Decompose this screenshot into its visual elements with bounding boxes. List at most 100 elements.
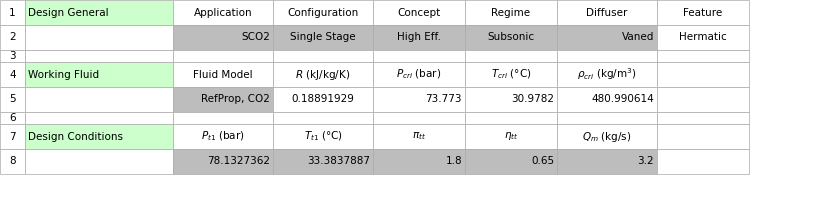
Bar	[465, 112, 557, 124]
Bar	[25, 87, 173, 112]
Text: 2: 2	[9, 32, 16, 42]
Text: 33.3837887: 33.3837887	[307, 156, 370, 166]
Bar	[557, 149, 657, 174]
Bar	[465, 0, 557, 25]
Text: $\rho_{cri}$ (kg/m$^3$): $\rho_{cri}$ (kg/m$^3$)	[577, 67, 637, 82]
Bar	[173, 124, 273, 149]
Bar	[0, 25, 25, 50]
Bar	[273, 0, 373, 25]
Bar	[0, 50, 25, 62]
Text: Subsonic: Subsonic	[488, 32, 534, 42]
Bar	[0, 149, 25, 174]
Text: Hermatic: Hermatic	[679, 32, 727, 42]
Bar	[465, 25, 557, 50]
Text: Application: Application	[194, 8, 252, 18]
Bar	[0, 112, 25, 124]
Text: 6: 6	[9, 113, 16, 123]
Text: 8: 8	[9, 156, 16, 166]
Text: $T_{cri}$ (°C): $T_{cri}$ (°C)	[491, 68, 531, 81]
Text: 3.2: 3.2	[637, 156, 654, 166]
Text: 3: 3	[9, 51, 16, 61]
Bar	[657, 124, 749, 149]
Text: Diffuser: Diffuser	[586, 8, 628, 18]
Text: 1.8: 1.8	[445, 156, 462, 166]
Bar	[465, 87, 557, 112]
Bar	[557, 50, 657, 62]
Text: RefProp, CO2: RefProp, CO2	[201, 94, 270, 104]
Bar	[465, 50, 557, 62]
Bar	[25, 124, 173, 149]
Bar	[557, 87, 657, 112]
Text: Single Stage: Single Stage	[291, 32, 356, 42]
Bar	[0, 124, 25, 149]
Text: Fluid Model: Fluid Model	[193, 70, 253, 80]
Text: Working Fluid: Working Fluid	[28, 70, 99, 80]
Text: $P_{t1}$ (bar): $P_{t1}$ (bar)	[201, 130, 245, 143]
Bar	[557, 0, 657, 25]
Bar	[373, 149, 465, 174]
Bar	[173, 62, 273, 87]
Bar	[557, 25, 657, 50]
Bar	[373, 124, 465, 149]
Bar	[273, 62, 373, 87]
Text: Design Conditions: Design Conditions	[28, 132, 123, 142]
Text: High Eff.: High Eff.	[397, 32, 441, 42]
Text: Configuration: Configuration	[287, 8, 358, 18]
Bar	[273, 112, 373, 124]
Bar	[273, 87, 373, 112]
Bar	[373, 25, 465, 50]
Text: Feature: Feature	[683, 8, 722, 18]
Bar	[373, 87, 465, 112]
Bar	[657, 112, 749, 124]
Bar	[657, 0, 749, 25]
Text: 30.9782: 30.9782	[511, 94, 554, 104]
Text: $R$ (kJ/kg/K): $R$ (kJ/kg/K)	[296, 68, 351, 82]
Text: 0.65: 0.65	[531, 156, 554, 166]
Bar	[373, 112, 465, 124]
Bar	[657, 50, 749, 62]
Bar	[657, 149, 749, 174]
Bar	[0, 0, 25, 25]
Text: Concept: Concept	[397, 8, 441, 18]
Bar	[173, 50, 273, 62]
Text: 480.990614: 480.990614	[591, 94, 654, 104]
Bar	[25, 112, 173, 124]
Bar	[25, 25, 173, 50]
Bar	[0, 62, 25, 87]
Bar	[465, 62, 557, 87]
Text: $Q_{m}$ (kg/s): $Q_{m}$ (kg/s)	[582, 130, 632, 143]
Text: $P_{cri}$ (bar): $P_{cri}$ (bar)	[397, 68, 442, 81]
Bar	[173, 0, 273, 25]
Bar	[373, 0, 465, 25]
Bar	[25, 50, 173, 62]
Bar	[657, 62, 749, 87]
Bar	[173, 149, 273, 174]
Bar	[25, 149, 173, 174]
Text: 73.773: 73.773	[426, 94, 462, 104]
Bar	[25, 0, 173, 25]
Text: Regime: Regime	[492, 8, 530, 18]
Bar	[557, 112, 657, 124]
Text: Vaned: Vaned	[621, 32, 654, 42]
Text: $\pi_{tt}$: $\pi_{tt}$	[412, 131, 426, 142]
Bar	[273, 149, 373, 174]
Bar	[657, 25, 749, 50]
Bar	[373, 62, 465, 87]
Bar	[373, 50, 465, 62]
Text: Design General: Design General	[28, 8, 109, 18]
Bar	[273, 50, 373, 62]
Bar	[465, 124, 557, 149]
Bar	[173, 25, 273, 50]
Text: 5: 5	[9, 94, 16, 104]
Text: 0.18891929: 0.18891929	[291, 94, 354, 104]
Bar	[273, 25, 373, 50]
Bar	[557, 62, 657, 87]
Bar	[173, 87, 273, 112]
Text: 7: 7	[9, 132, 16, 142]
Bar	[557, 124, 657, 149]
Bar	[0, 87, 25, 112]
Bar	[173, 112, 273, 124]
Text: SCO2: SCO2	[241, 32, 270, 42]
Text: 1: 1	[9, 8, 16, 18]
Bar	[657, 87, 749, 112]
